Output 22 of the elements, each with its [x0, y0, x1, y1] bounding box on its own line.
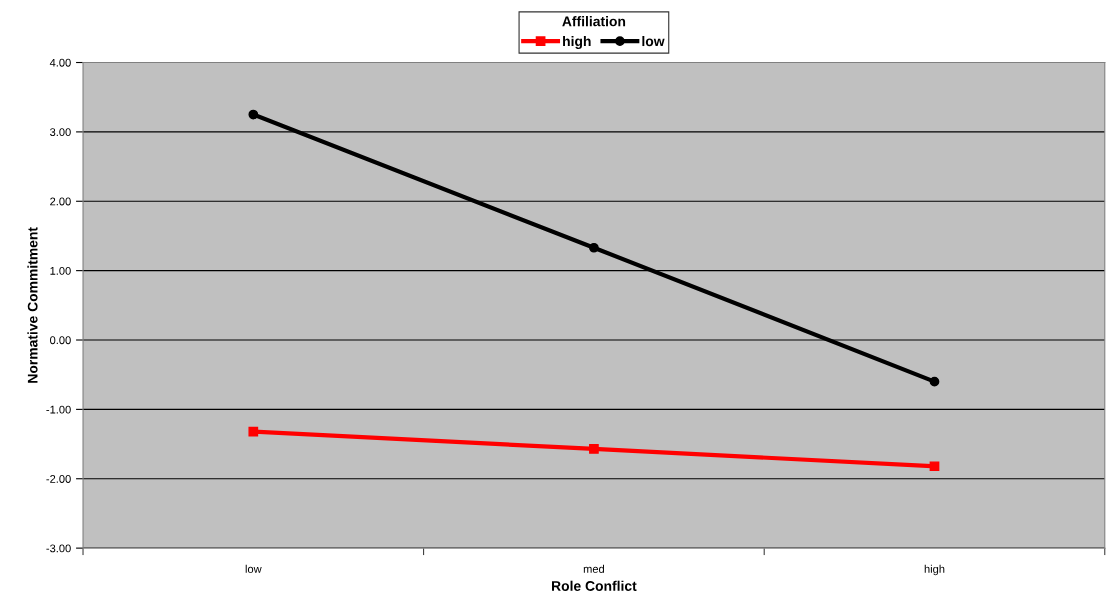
legend-title: Affiliation [562, 16, 626, 27]
x-axis-title: Role Conflict [552, 580, 637, 591]
point [248, 426, 259, 437]
legend-label: low [642, 35, 665, 47]
point [589, 444, 599, 454]
y-axis-title: Normative Commitment [27, 227, 38, 383]
y-tick-label: 3.00 [50, 128, 71, 137]
point [929, 376, 940, 387]
x-tick-label: med [583, 564, 604, 573]
legend-label: high [563, 35, 591, 49]
y-tick-label: -3.00 [46, 544, 71, 553]
y-tick-label: -2.00 [46, 475, 71, 483]
x-tick-label: high [924, 564, 945, 576]
y-tick-label: 0.00 [50, 336, 71, 345]
y-tick-label: 2.00 [50, 197, 71, 206]
point [929, 461, 940, 472]
point [589, 242, 599, 253]
y-tick-label: 4.00 [49, 58, 71, 67]
x-tick-label: low [245, 564, 262, 573]
point [248, 109, 259, 120]
y-tick-label: 1.00 [50, 266, 71, 275]
y-tick-label: -1.00 [46, 405, 71, 414]
